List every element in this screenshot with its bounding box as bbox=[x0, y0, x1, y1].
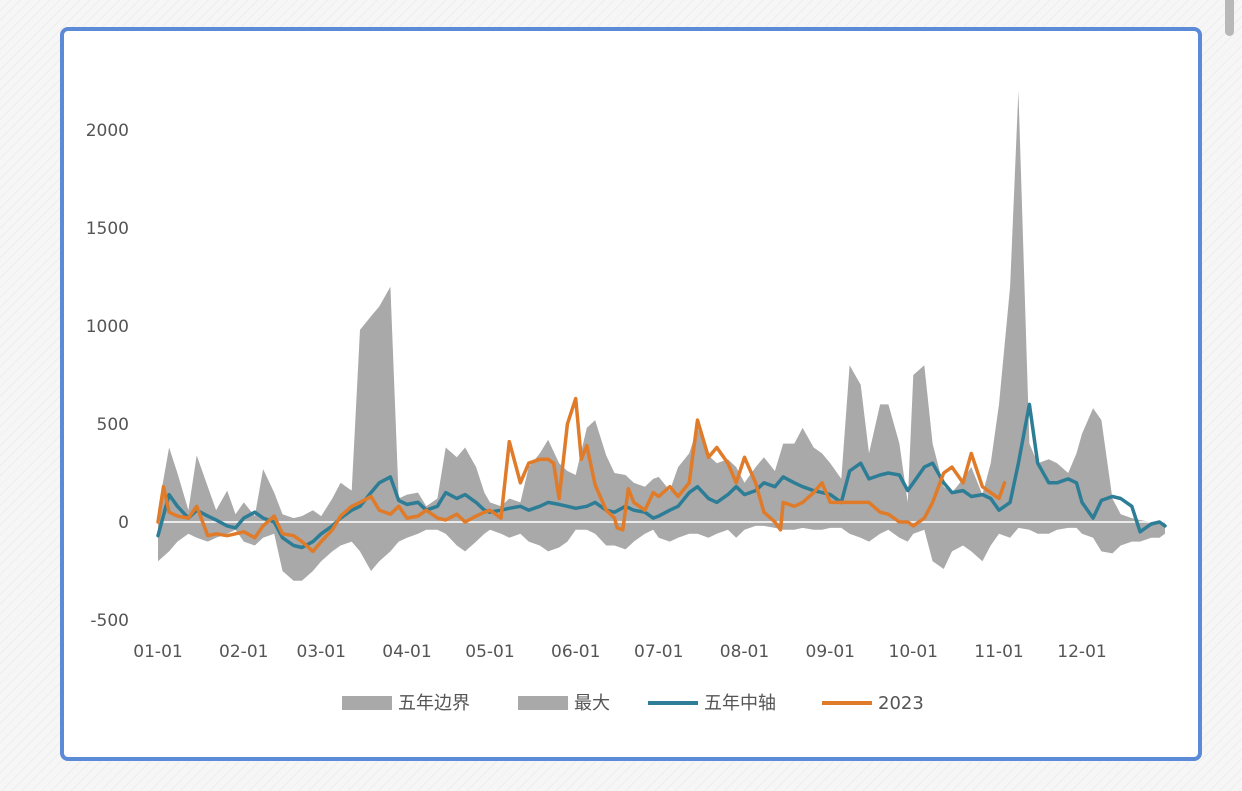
legend-item: 2023 bbox=[822, 693, 924, 714]
y-tick-label: 500 bbox=[97, 415, 129, 435]
series-line-0 bbox=[156, 402, 1167, 550]
legend-swatch bbox=[518, 696, 568, 710]
x-tick-label: 03-01 bbox=[297, 642, 346, 662]
x-tick-label: 06-01 bbox=[551, 642, 600, 662]
y-tick-label: -500 bbox=[90, 611, 129, 631]
x-tick-label: 12-01 bbox=[1057, 642, 1106, 662]
x-tick-label: 11-01 bbox=[974, 642, 1023, 662]
series-line-1 bbox=[156, 396, 1007, 554]
x-tick-label: 05-01 bbox=[465, 642, 514, 662]
legend-swatch bbox=[342, 696, 392, 710]
five-year-band bbox=[158, 90, 1165, 581]
scrollbar-thumb[interactable] bbox=[1225, 0, 1234, 36]
x-tick-label: 07-01 bbox=[634, 642, 683, 662]
legend-label: 五年中轴 bbox=[704, 693, 776, 714]
legend-label: 最大 bbox=[574, 693, 610, 714]
x-tick-label: 08-01 bbox=[720, 642, 769, 662]
legend-item: 最大 bbox=[518, 693, 610, 714]
y-tick-label: 1500 bbox=[86, 219, 129, 239]
x-tick-label: 01-01 bbox=[133, 642, 182, 662]
legend-label: 五年边界 bbox=[398, 693, 470, 714]
legend-item: 五年中轴 bbox=[648, 693, 776, 714]
legend-label: 2023 bbox=[878, 693, 924, 714]
x-tick-label: 04-01 bbox=[382, 642, 431, 662]
x-tick-label: 10-01 bbox=[889, 642, 938, 662]
y-tick-label: 1000 bbox=[86, 317, 129, 337]
series-lines bbox=[156, 396, 1167, 554]
x-tick-label: 09-01 bbox=[806, 642, 855, 662]
legend: 五年边界 最大 五年中轴 2023 bbox=[342, 693, 924, 714]
y-tick-label: 2000 bbox=[86, 121, 129, 141]
y-tick-label: 0 bbox=[118, 513, 129, 533]
five-year-band-area bbox=[158, 90, 1165, 581]
legend-item: 五年边界 bbox=[342, 693, 470, 714]
x-tick-label: 02-01 bbox=[219, 642, 268, 662]
x-axis-labels: 01-01 02-01 03-01 04-01 05-01 06-01 07-01 08-01… bbox=[133, 642, 1106, 662]
y-axis-labels: -500 0 500 1000 1500 2000 bbox=[86, 121, 129, 631]
